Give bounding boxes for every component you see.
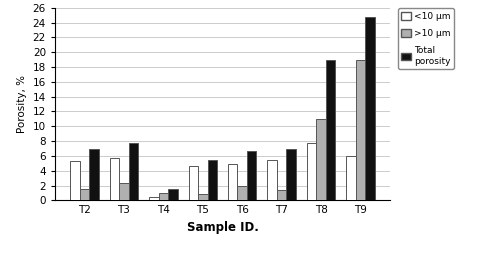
Bar (158, 193, 168, 200)
Bar (188, 166, 198, 200)
Bar (356, 60, 366, 200)
Bar (268, 160, 277, 200)
Bar (198, 194, 207, 200)
Bar (119, 183, 128, 200)
Bar (326, 60, 336, 200)
Bar (277, 190, 286, 200)
Bar (366, 17, 375, 200)
X-axis label: Sample ID.: Sample ID. (186, 221, 258, 234)
Legend: <10 μm, >10 μm, Total
porosity: <10 μm, >10 μm, Total porosity (398, 8, 454, 69)
Bar (149, 197, 158, 200)
Bar (128, 143, 138, 200)
Bar (89, 149, 99, 200)
Bar (286, 149, 296, 200)
Bar (247, 151, 256, 200)
Bar (208, 160, 217, 200)
Bar (110, 158, 119, 200)
Bar (168, 189, 177, 200)
Bar (316, 119, 326, 200)
Bar (307, 143, 316, 200)
Bar (228, 164, 237, 200)
Y-axis label: Porosity, %: Porosity, % (17, 75, 27, 133)
Bar (346, 156, 356, 200)
Bar (70, 161, 80, 200)
Bar (238, 186, 247, 200)
Bar (80, 189, 89, 200)
